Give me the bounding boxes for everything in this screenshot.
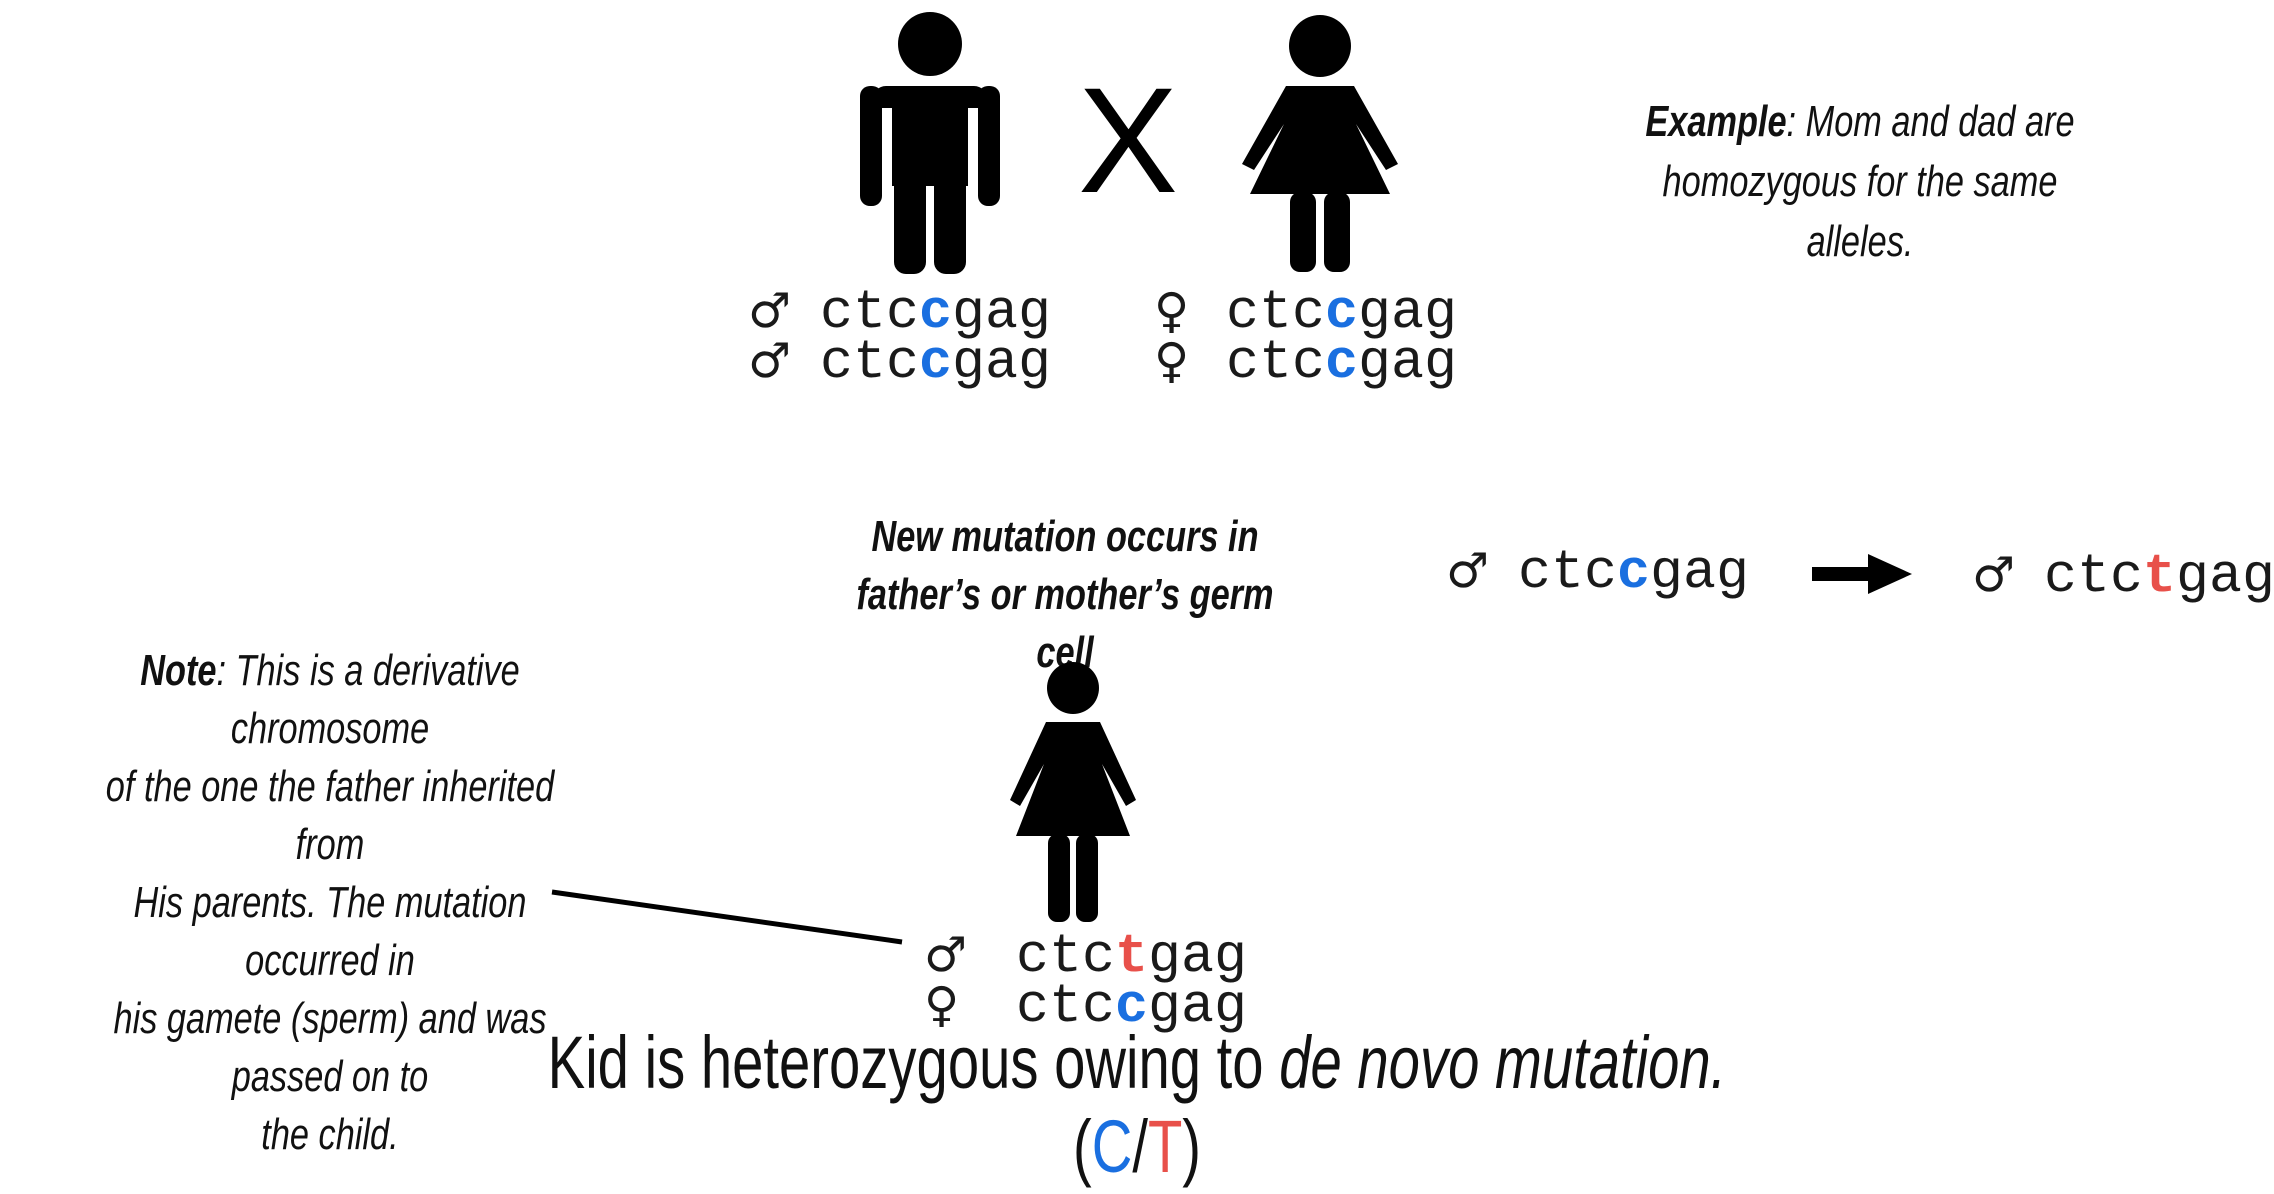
- mutation-before-allele: ♂ ctccgag: [1446, 541, 1750, 604]
- male-symbol: ♂: [924, 927, 968, 983]
- child-allele-1: ♂ ctctgag: [924, 925, 1248, 988]
- male-symbol: ♂: [1972, 547, 2016, 603]
- mother-allele-2: ♀ ctccgag: [1154, 331, 1458, 394]
- mutation-arrow-icon: [1812, 554, 1912, 594]
- father-allele-1: ♂ ctccgag: [748, 281, 1052, 344]
- mutation-after-allele: ♂ ctctgag: [1972, 545, 2274, 608]
- cross-symbol: X: [1078, 56, 1179, 224]
- example-note: Example: Mom and dad are homozygous for …: [1645, 97, 2075, 266]
- genotype-label: (C/T): [1072, 1105, 1202, 1188]
- man-icon: [860, 12, 1000, 274]
- female-symbol: ♀: [1154, 283, 1190, 339]
- mother-allele-1: ♀ ctccgag: [1154, 281, 1458, 344]
- female-symbol: ♀: [924, 977, 960, 1033]
- father-note: Note: This is a derivative chromosome of…: [105, 646, 555, 1159]
- child-allele-2: ♀ ctccgag: [924, 975, 1248, 1038]
- father-allele-2: ♂ ctccgag: [748, 331, 1052, 394]
- female-symbol: ♀: [1154, 333, 1190, 389]
- male-symbol: ♂: [748, 283, 792, 339]
- male-symbol: ♂: [1446, 543, 1490, 599]
- mutation-caption: New mutation occurs in father’s or mothe…: [856, 512, 1274, 677]
- girl-icon: [1010, 662, 1136, 922]
- male-symbol: ♂: [748, 333, 792, 389]
- conclusion-text: Kid is heterozygous owing to de novo mut…: [547, 1021, 1727, 1104]
- woman-icon: [1242, 15, 1398, 272]
- note-pointer-line: [551, 889, 903, 945]
